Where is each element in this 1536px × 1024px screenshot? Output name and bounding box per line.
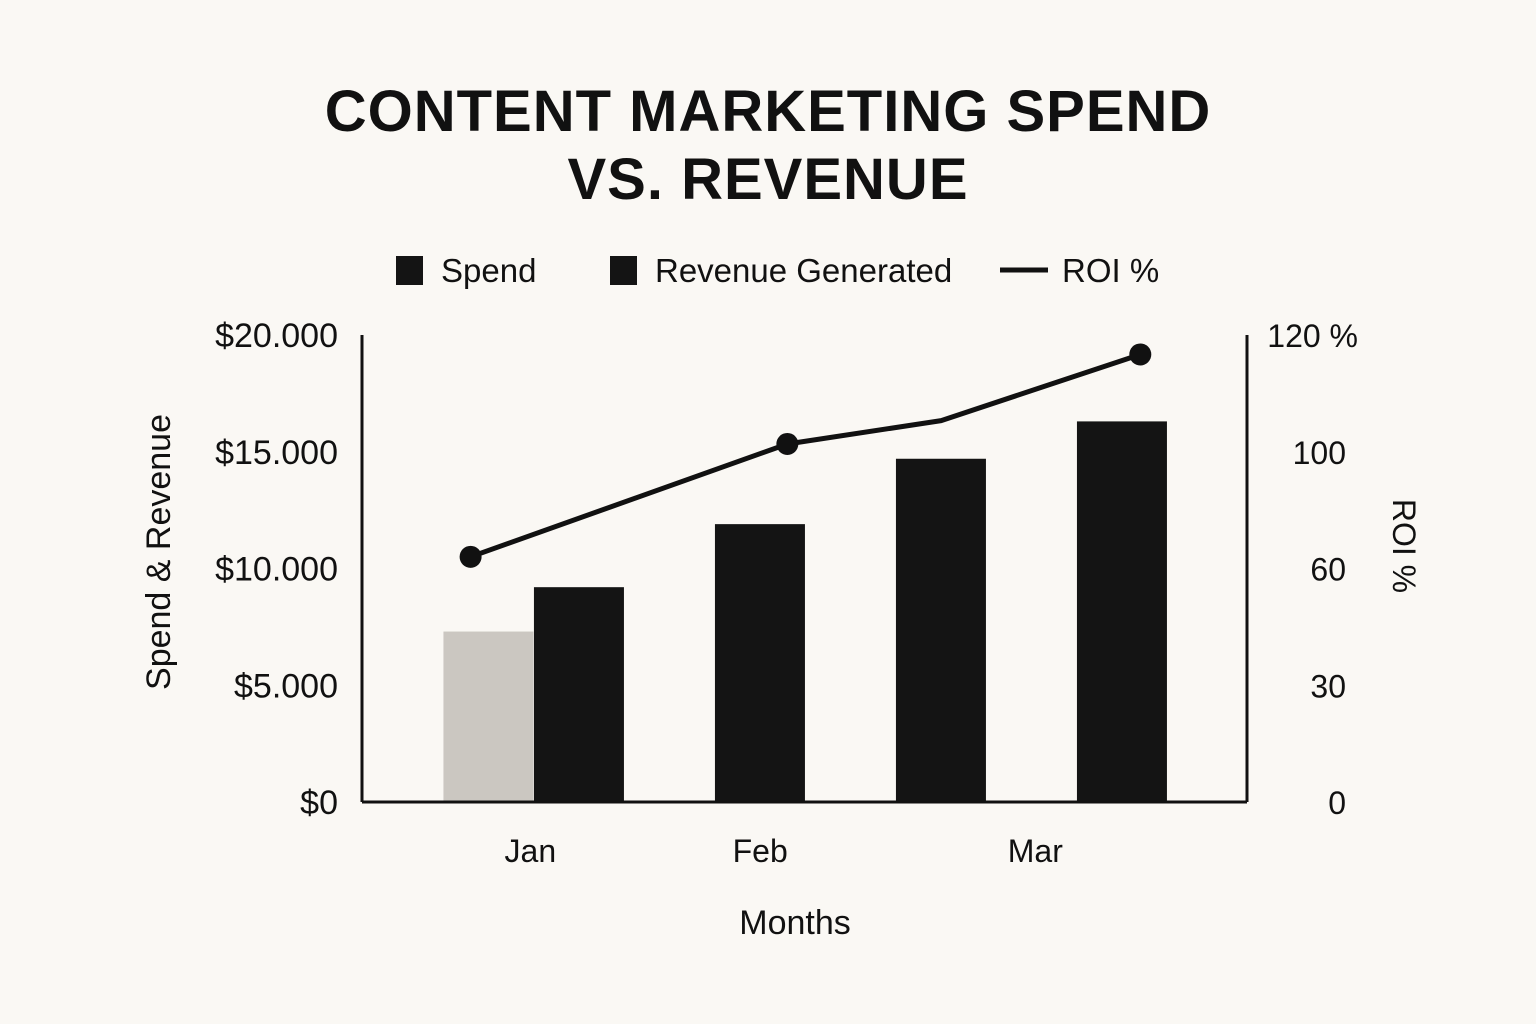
tick-labels: $0 $5.000 $10.000 $15.000 $20.000 0 30 60 100 120…: [215, 317, 1358, 869]
legend-label-0: Spend: [441, 252, 536, 289]
legend-swatch-0: [396, 256, 423, 285]
chart-title: CONTENT MARKETING SPEND VS. REVENUE: [324, 79, 1212, 212]
y2-tick-label: 30: [1310, 668, 1346, 704]
x-tick-label: Mar: [1008, 833, 1063, 869]
y2-tick-label: 100: [1293, 435, 1346, 471]
legend-label-2: ROI %: [1062, 252, 1159, 289]
y-tick-label: $0: [300, 784, 338, 822]
y-axis-label: Spend & Revenue: [140, 414, 178, 690]
x-tick-label: Jan: [505, 833, 557, 869]
revenue-bar-1: [533, 587, 624, 802]
axes-layer: [360, 335, 1249, 804]
roi-point-0: [459, 545, 482, 568]
roi-line: [468, 351, 1143, 560]
y-tick-label: $20.000: [215, 317, 338, 355]
y-tick-label: $15.000: [215, 434, 338, 472]
y2-axis-label: ROI %: [1386, 499, 1422, 593]
revenue-bar-4: [1076, 421, 1167, 802]
roi-point-1: [776, 432, 799, 455]
revenue-bar-3: [895, 458, 986, 802]
spend-bar-0: [443, 631, 534, 802]
y2-tick-label: 60: [1310, 552, 1346, 588]
x-axis-label: Months: [739, 904, 851, 942]
legend: Spend Revenue Generated ROI %: [396, 252, 1159, 289]
x-tick-label: Feb: [733, 833, 788, 869]
revenue-bar-2: [714, 524, 805, 802]
bar-layer: [443, 421, 1167, 802]
y2-tick-label: 0: [1328, 785, 1346, 821]
y-tick-label: $5.000: [234, 667, 338, 705]
roi-point-3: [1129, 343, 1152, 366]
roi-line-layer: [459, 343, 1152, 568]
y-tick-label: $10.000: [215, 551, 338, 589]
legend-label-1: Revenue Generated: [655, 252, 952, 289]
y2-tick-label: 120 %: [1267, 318, 1358, 354]
legend-swatch-1: [610, 256, 637, 285]
